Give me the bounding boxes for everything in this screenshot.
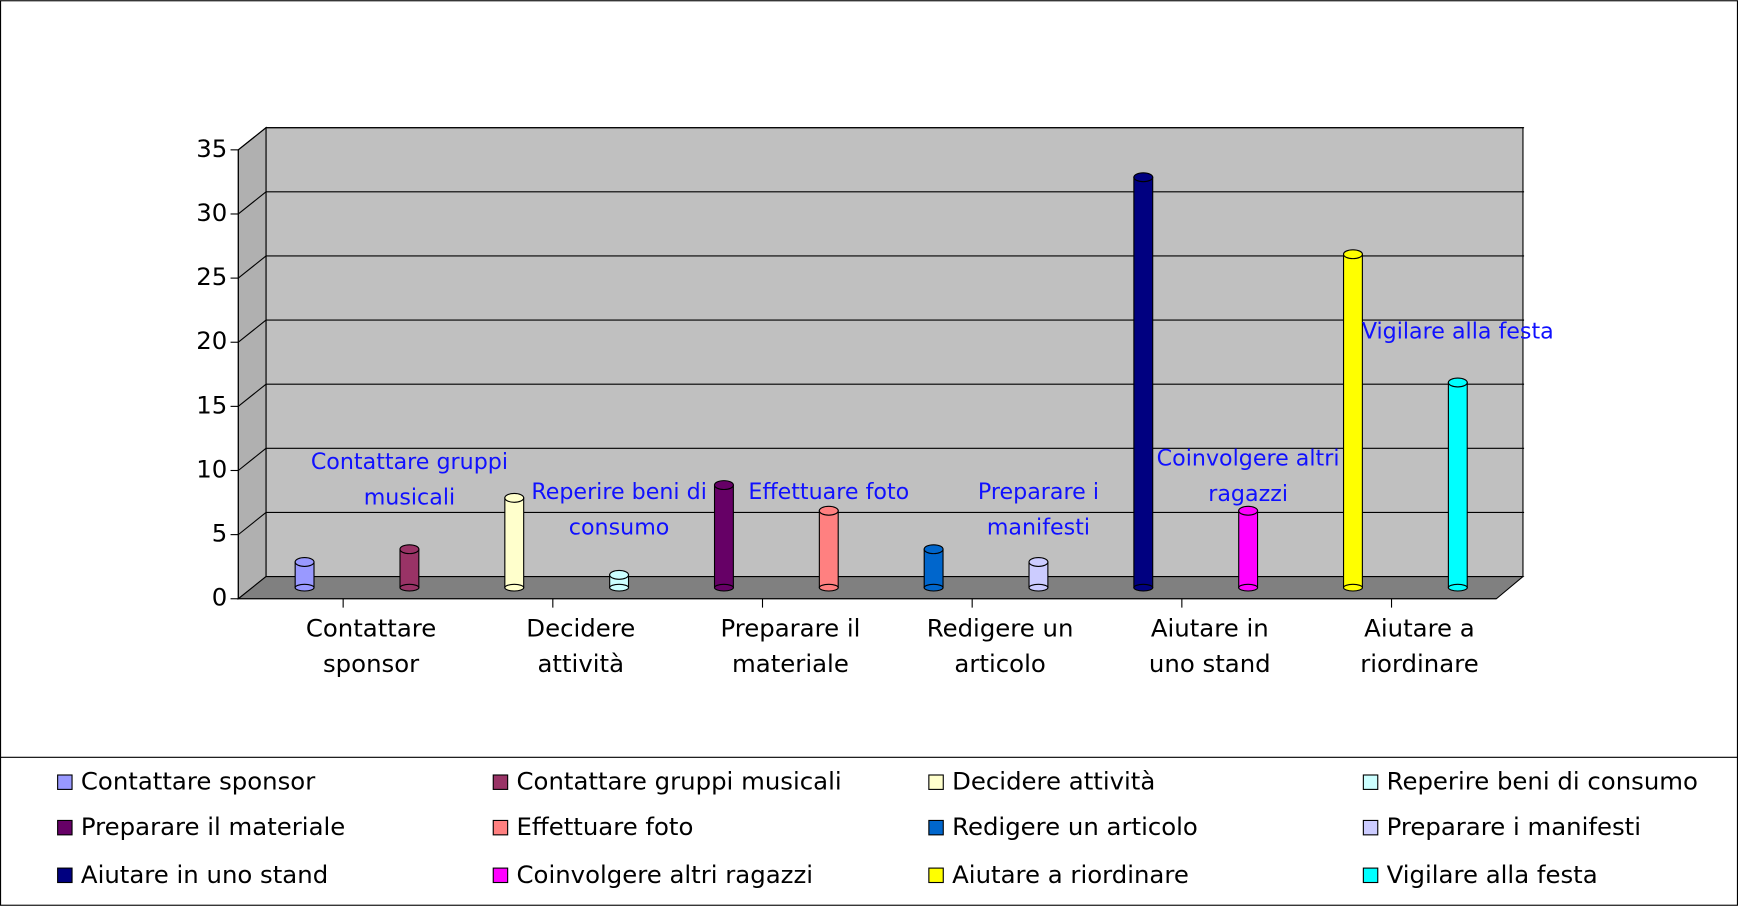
- bar-top: [294, 557, 315, 568]
- legend-label: Aiutare a riordinare: [952, 860, 1189, 889]
- legend-label: Preparare i manifesti: [1387, 812, 1641, 841]
- y-tick-label: 30: [196, 198, 227, 227]
- legend-label: Effettuare foto: [517, 812, 694, 841]
- bar-top: [1133, 172, 1154, 183]
- x-tick-label: Redigere un articolo: [926, 615, 1074, 679]
- grid-line: [237, 319, 267, 343]
- y-tick-label: 10: [196, 454, 227, 483]
- bar-category-label: Contattare gruppi musicali: [310, 448, 509, 511]
- bar-base: [504, 583, 525, 592]
- legend-swatch: [492, 819, 509, 836]
- bar: [1342, 253, 1363, 589]
- bar-top: [1238, 505, 1259, 516]
- bar-base: [1342, 583, 1363, 592]
- bar: [923, 548, 944, 589]
- bar-category-label: Preparare i manifesti: [977, 477, 1099, 541]
- grid-line: [237, 191, 267, 215]
- legend-swatch: [1362, 819, 1379, 836]
- bar: [399, 548, 420, 589]
- legend-label: Redigere un articolo: [952, 812, 1198, 841]
- bar-top: [609, 569, 630, 580]
- legend-swatch: [928, 819, 944, 836]
- x-tick-label-box: Aiutare in uno stand: [1148, 615, 1271, 679]
- legend-swatch: [492, 867, 509, 884]
- x-tick-label-box: Decidere attività: [526, 615, 636, 679]
- bar: [1238, 510, 1259, 589]
- bar-top: [1028, 557, 1049, 568]
- bar-top: [504, 492, 525, 503]
- bar-base: [609, 583, 630, 592]
- bar-category-label: Reperire beni di consumo: [531, 477, 707, 541]
- y-tick-label: 20: [196, 326, 227, 355]
- bar: [1447, 381, 1468, 589]
- legend-label: Coinvolgere altri ragazzi: [517, 860, 814, 889]
- legend-label: Reperire beni di consumo: [1387, 767, 1698, 796]
- legend-label: Vigilare alla festa: [1387, 860, 1598, 889]
- legend-label: Preparare il materiale: [81, 812, 345, 841]
- y-tick-label: 35: [196, 134, 227, 163]
- legend-swatch: [57, 867, 73, 884]
- bar-base: [1133, 583, 1154, 592]
- x-tick-label-box: Contattare sponsor: [305, 615, 437, 679]
- bar-top: [399, 544, 420, 555]
- bar-top: [713, 480, 734, 491]
- x-tick-label-box: Aiutare a riordinare: [1360, 615, 1479, 679]
- floor: [236, 576, 1525, 600]
- legend-label: Contattare sponsor: [81, 767, 316, 796]
- x-tick-label: Decidere attività: [526, 615, 636, 679]
- legend-label: Decidere attività: [952, 767, 1155, 796]
- bar-top: [818, 505, 839, 516]
- x-tick-label-box: Redigere un articolo: [926, 615, 1074, 679]
- legend-swatch: [928, 774, 944, 790]
- legend-label: Aiutare in uno stand: [81, 860, 328, 889]
- bar-base: [1238, 583, 1259, 592]
- bar-base: [399, 583, 420, 592]
- x-tick-label-box: Preparare il materiale: [720, 615, 861, 679]
- x-tick-label: Aiutare a riordinare: [1360, 615, 1479, 679]
- bar-base: [923, 583, 944, 592]
- bar-category-label-box: Preparare i manifesti: [977, 477, 1099, 541]
- grid-line: [237, 255, 267, 279]
- bar-category-label: Effettuare foto: [748, 477, 910, 505]
- legend-swatch: [1362, 867, 1379, 884]
- bar-top: [1447, 377, 1468, 388]
- grid-line: [237, 512, 267, 536]
- bar-category-label-box: Contattare gruppi musicali: [310, 448, 509, 511]
- bar: [1133, 176, 1154, 589]
- legend-swatch: [1362, 774, 1379, 790]
- x-tick-label: Preparare il materiale: [720, 615, 861, 679]
- y-tick-label: 15: [196, 390, 227, 419]
- bar-base: [713, 583, 734, 592]
- grid-line: [237, 447, 267, 471]
- y-tick-label: 0: [212, 583, 228, 612]
- bar-top: [1342, 249, 1363, 260]
- grid-line: [237, 127, 267, 151]
- legend-swatch: [57, 774, 73, 790]
- bar-base: [294, 583, 315, 592]
- bar-category-label-box: Coinvolgere altri ragazzi: [1156, 444, 1340, 507]
- legend-swatch: [492, 774, 509, 790]
- bar-category-label-box: Reperire beni di consumo: [531, 477, 707, 541]
- grid-line: [237, 383, 267, 407]
- bar-top: [923, 544, 944, 555]
- bar-category-label-box: Effettuare foto: [748, 477, 910, 505]
- bar-base: [1028, 583, 1049, 592]
- legend-label: Contattare gruppi musicali: [517, 767, 842, 796]
- bar-category-label-box: Vigilare alla festa: [1361, 317, 1554, 344]
- bar-category-label: Vigilare alla festa: [1361, 317, 1554, 344]
- legend-swatch: [928, 867, 944, 884]
- x-tick-label: Contattare sponsor: [305, 615, 437, 679]
- y-tick-label: 25: [196, 262, 227, 291]
- side-wall: [237, 126, 267, 600]
- bar-category-label: Coinvolgere altri ragazzi: [1156, 444, 1340, 507]
- x-tick-label: Aiutare in uno stand: [1148, 615, 1271, 679]
- bar-base: [818, 583, 839, 592]
- y-tick-label: 5: [212, 519, 228, 548]
- legend-swatch: [57, 819, 73, 836]
- bar-base: [1447, 583, 1468, 592]
